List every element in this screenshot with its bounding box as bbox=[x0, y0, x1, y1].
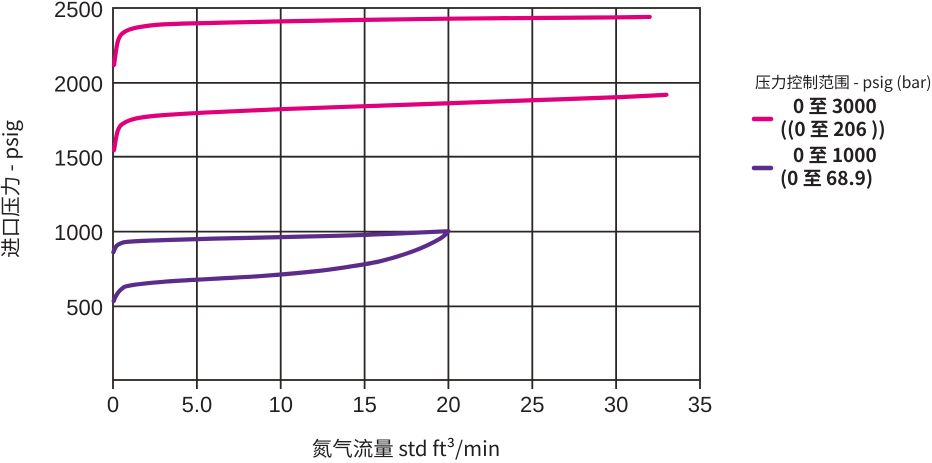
svg-text:1000: 1000 bbox=[54, 220, 103, 245]
svg-text:5.0: 5.0 bbox=[182, 392, 213, 417]
svg-text:进口压力 - psig: 进口压力 - psig bbox=[0, 120, 24, 258]
svg-text:1500: 1500 bbox=[54, 145, 103, 170]
svg-text:氮气流量 std ft³/min: 氮气流量 std ft³/min bbox=[312, 432, 500, 462]
svg-text:500: 500 bbox=[66, 295, 103, 320]
svg-text:(0 至 68.9): (0 至 68.9) bbox=[780, 164, 873, 191]
svg-text:35: 35 bbox=[688, 392, 712, 417]
svg-text:25: 25 bbox=[520, 392, 544, 417]
svg-text:10: 10 bbox=[268, 392, 292, 417]
svg-text:2500: 2500 bbox=[54, 0, 103, 22]
svg-text:压力控制范围 - psig (bar): 压力控制范围 - psig (bar) bbox=[755, 70, 932, 93]
svg-text:((0 至 206 )): ((0 至 206 )) bbox=[780, 115, 886, 142]
svg-text:15: 15 bbox=[352, 392, 376, 417]
svg-text:30: 30 bbox=[604, 392, 628, 417]
svg-text:0: 0 bbox=[107, 392, 119, 417]
svg-text:20: 20 bbox=[436, 392, 460, 417]
svg-text:2000: 2000 bbox=[54, 72, 103, 97]
